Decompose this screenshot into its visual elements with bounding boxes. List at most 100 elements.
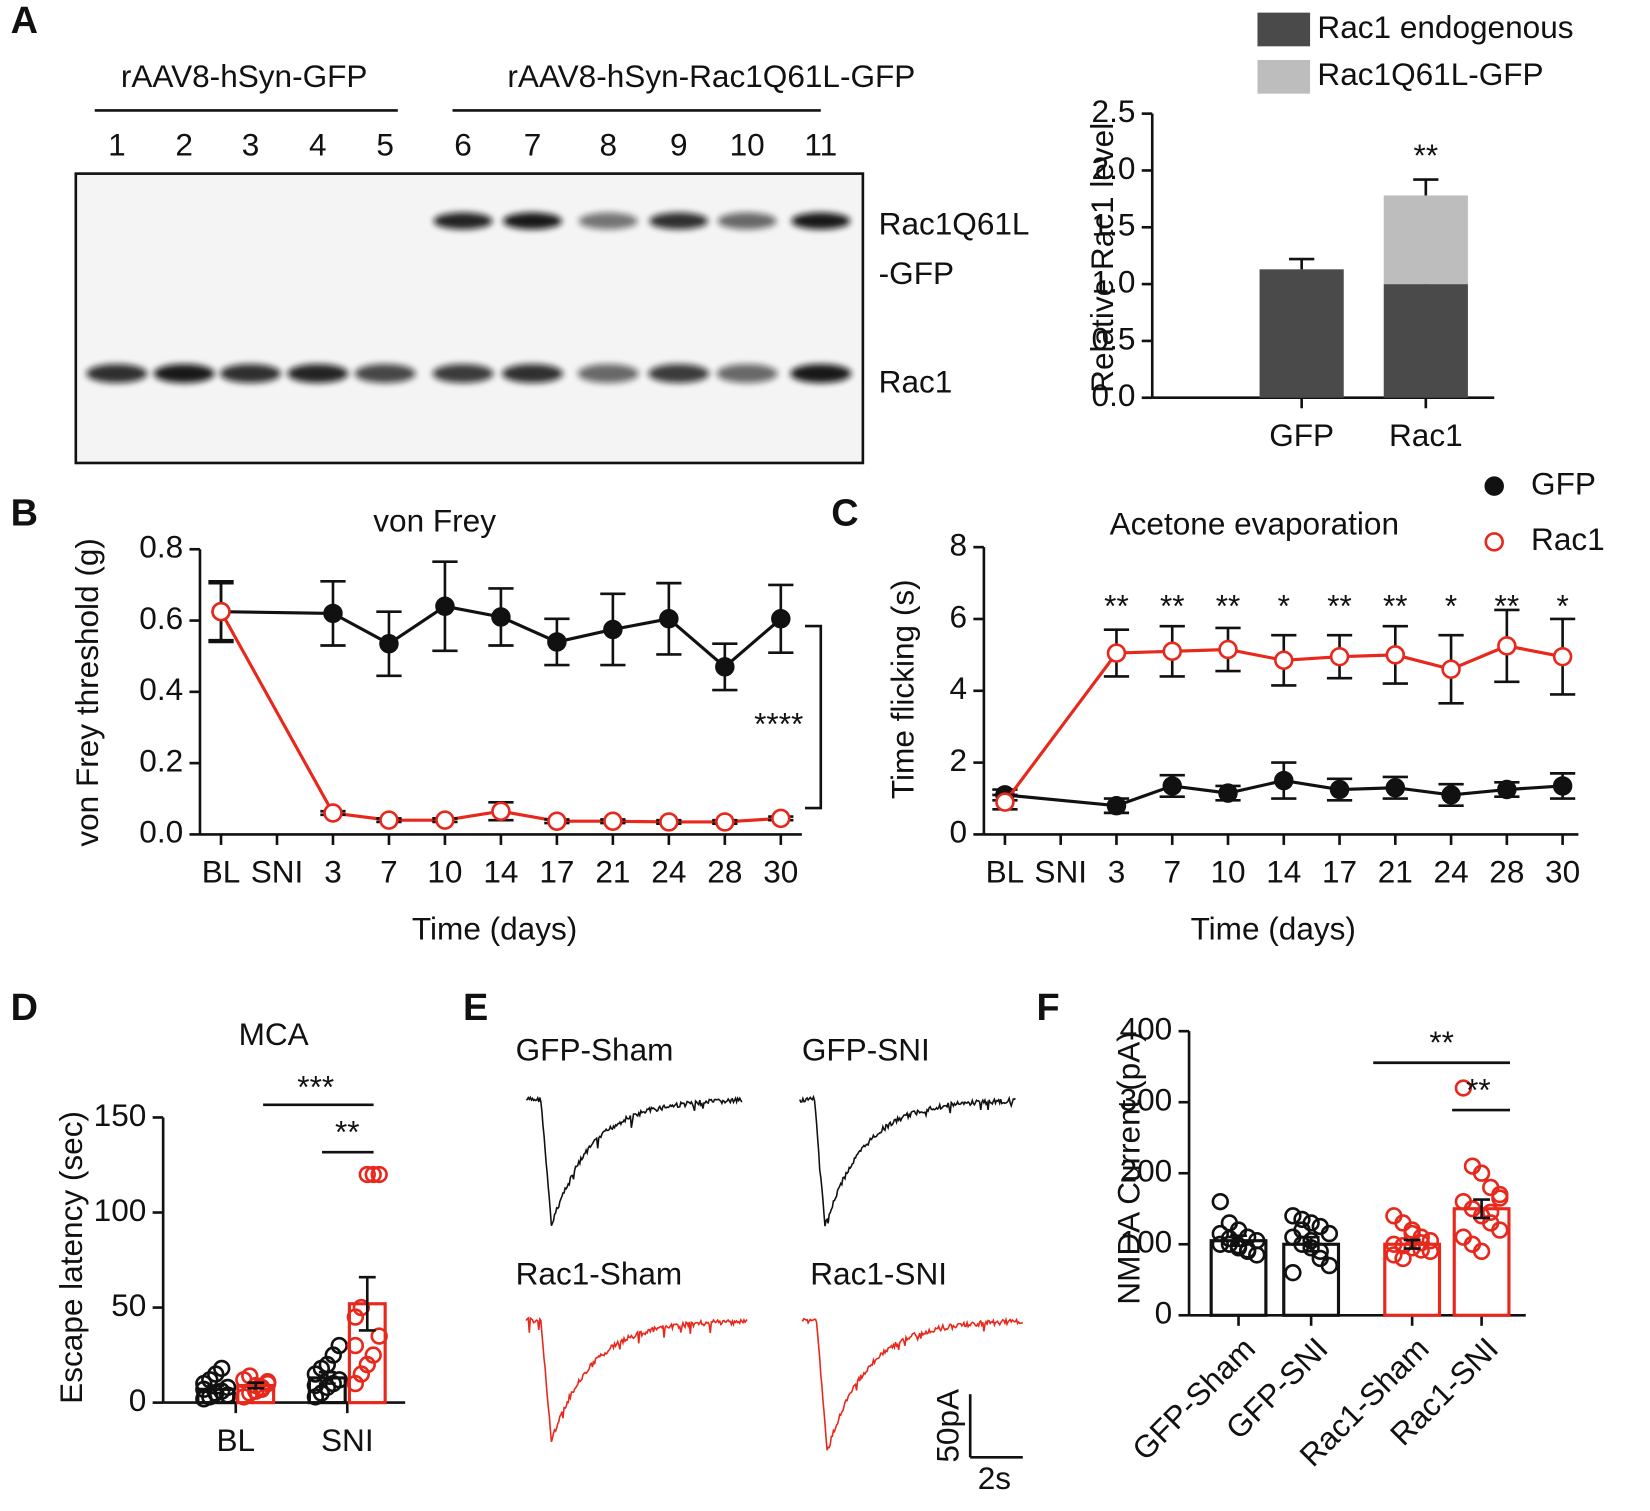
x-axis-title: Time (days) bbox=[412, 911, 577, 947]
data-point bbox=[1394, 1236, 1412, 1255]
y-tick-label: 0.2 bbox=[139, 742, 183, 778]
band-label: Rac1Q61L bbox=[879, 206, 1030, 242]
blot-band bbox=[578, 212, 638, 230]
y-tick-label: 200 bbox=[1120, 1153, 1173, 1189]
data-point bbox=[1412, 1234, 1430, 1252]
data-point bbox=[491, 801, 511, 821]
data-point bbox=[370, 1165, 388, 1184]
y-tick-label: 300 bbox=[1120, 1082, 1173, 1118]
annotation: ** bbox=[1429, 1024, 1454, 1060]
x-tick-label: BL bbox=[202, 854, 241, 890]
x-tick-label: 24 bbox=[651, 854, 686, 890]
legend-swatch bbox=[1257, 12, 1311, 47]
data-point bbox=[352, 1298, 370, 1317]
data-point bbox=[1218, 639, 1238, 660]
series-line bbox=[220, 604, 782, 669]
bar bbox=[1383, 195, 1468, 285]
data-point bbox=[491, 607, 511, 627]
data-point bbox=[219, 1378, 237, 1397]
data-point bbox=[323, 603, 343, 624]
data-point bbox=[1329, 779, 1350, 800]
bar bbox=[1259, 269, 1344, 398]
data-point bbox=[1218, 783, 1238, 803]
bracket bbox=[805, 624, 823, 810]
x-axis-title: Time (days) bbox=[1191, 911, 1356, 947]
blot-band bbox=[354, 364, 416, 384]
data-point bbox=[659, 812, 679, 832]
x-tick-label: BL bbox=[986, 854, 1025, 890]
panel-letter: E bbox=[463, 987, 488, 1029]
data-point bbox=[1211, 1224, 1229, 1243]
blot-band bbox=[790, 364, 852, 384]
lane-label: 2 bbox=[175, 127, 193, 163]
significance-label: * bbox=[1278, 588, 1290, 624]
y-tick-label: 8 bbox=[950, 527, 968, 563]
x-tick-label: 14 bbox=[483, 854, 518, 890]
data-point bbox=[1421, 1232, 1440, 1250]
annotation: ** bbox=[1414, 137, 1439, 173]
x-tick-label: 17 bbox=[1322, 854, 1357, 890]
data-point bbox=[370, 1327, 388, 1345]
data-point bbox=[995, 792, 1015, 812]
data-point bbox=[1274, 650, 1294, 670]
lane-label: 1 bbox=[108, 127, 126, 163]
data-point bbox=[211, 601, 231, 622]
data-point bbox=[715, 812, 735, 832]
trace-label: GFP-SNI bbox=[802, 1032, 930, 1068]
data-point bbox=[1472, 1164, 1491, 1182]
x-tick-label: 10 bbox=[427, 854, 462, 890]
x-tick-label: 28 bbox=[707, 854, 742, 890]
panel-letter: C bbox=[831, 493, 858, 535]
data-point bbox=[1491, 1221, 1509, 1239]
x-tick-label: SNI bbox=[321, 1422, 374, 1458]
lane-label: 6 bbox=[454, 127, 472, 163]
lane-label: 4 bbox=[309, 127, 327, 163]
significance-label: ** bbox=[1160, 588, 1185, 624]
significance-label: ** bbox=[1104, 588, 1129, 624]
x-tick-label: 30 bbox=[763, 854, 798, 890]
y-tick-label: 100 bbox=[94, 1192, 147, 1228]
data-point bbox=[379, 810, 399, 830]
y-tick-label: 0.0 bbox=[1092, 377, 1136, 413]
data-point bbox=[659, 609, 679, 629]
data-point bbox=[364, 1346, 382, 1364]
data-point bbox=[1497, 636, 1517, 656]
x-tick-label: 14 bbox=[1266, 854, 1301, 890]
chart-title: Acetone evaporation bbox=[1110, 505, 1399, 541]
data-point bbox=[1162, 776, 1182, 796]
chart-title: von Frey bbox=[373, 502, 496, 538]
data-point bbox=[603, 811, 623, 831]
blot-band bbox=[649, 212, 709, 230]
data-point bbox=[1284, 1263, 1302, 1282]
y-axis-title: Escape latency (sec) bbox=[53, 1111, 89, 1404]
trace-label: Rac1-SNI bbox=[810, 1256, 947, 1292]
blot-band bbox=[287, 364, 349, 384]
blot-band bbox=[717, 212, 777, 230]
y-tick-label: 2.0 bbox=[1092, 150, 1136, 186]
data-point bbox=[1220, 1235, 1239, 1253]
data-point bbox=[1385, 778, 1406, 798]
data-point bbox=[1441, 659, 1461, 679]
data-point bbox=[1385, 645, 1406, 665]
lane-label: 11 bbox=[804, 127, 837, 163]
y-tick-label: 1.0 bbox=[1092, 263, 1136, 299]
data-point bbox=[603, 619, 623, 640]
data-point bbox=[195, 1380, 213, 1398]
x-tick-label: 3 bbox=[1108, 854, 1126, 890]
data-point bbox=[1248, 1246, 1266, 1264]
data-point bbox=[1482, 1203, 1500, 1221]
data-point bbox=[1211, 1235, 1229, 1253]
legend-label: Rac1 endogenous bbox=[1317, 9, 1573, 45]
data-point bbox=[1497, 779, 1517, 800]
data-point bbox=[1412, 1241, 1430, 1259]
data-point bbox=[1472, 1242, 1491, 1261]
blot-band bbox=[577, 364, 639, 384]
legend-marker bbox=[1484, 476, 1504, 496]
significance-label: * bbox=[1556, 588, 1568, 624]
x-tick-label: GFP bbox=[1269, 417, 1334, 453]
blot-band bbox=[433, 212, 493, 230]
y-tick-label: 0.4 bbox=[139, 671, 183, 707]
y-axis-title: NMDA Current (pA) bbox=[1111, 1031, 1147, 1304]
series-line bbox=[219, 610, 781, 824]
trace-label: Rac1-Sham bbox=[516, 1256, 683, 1292]
